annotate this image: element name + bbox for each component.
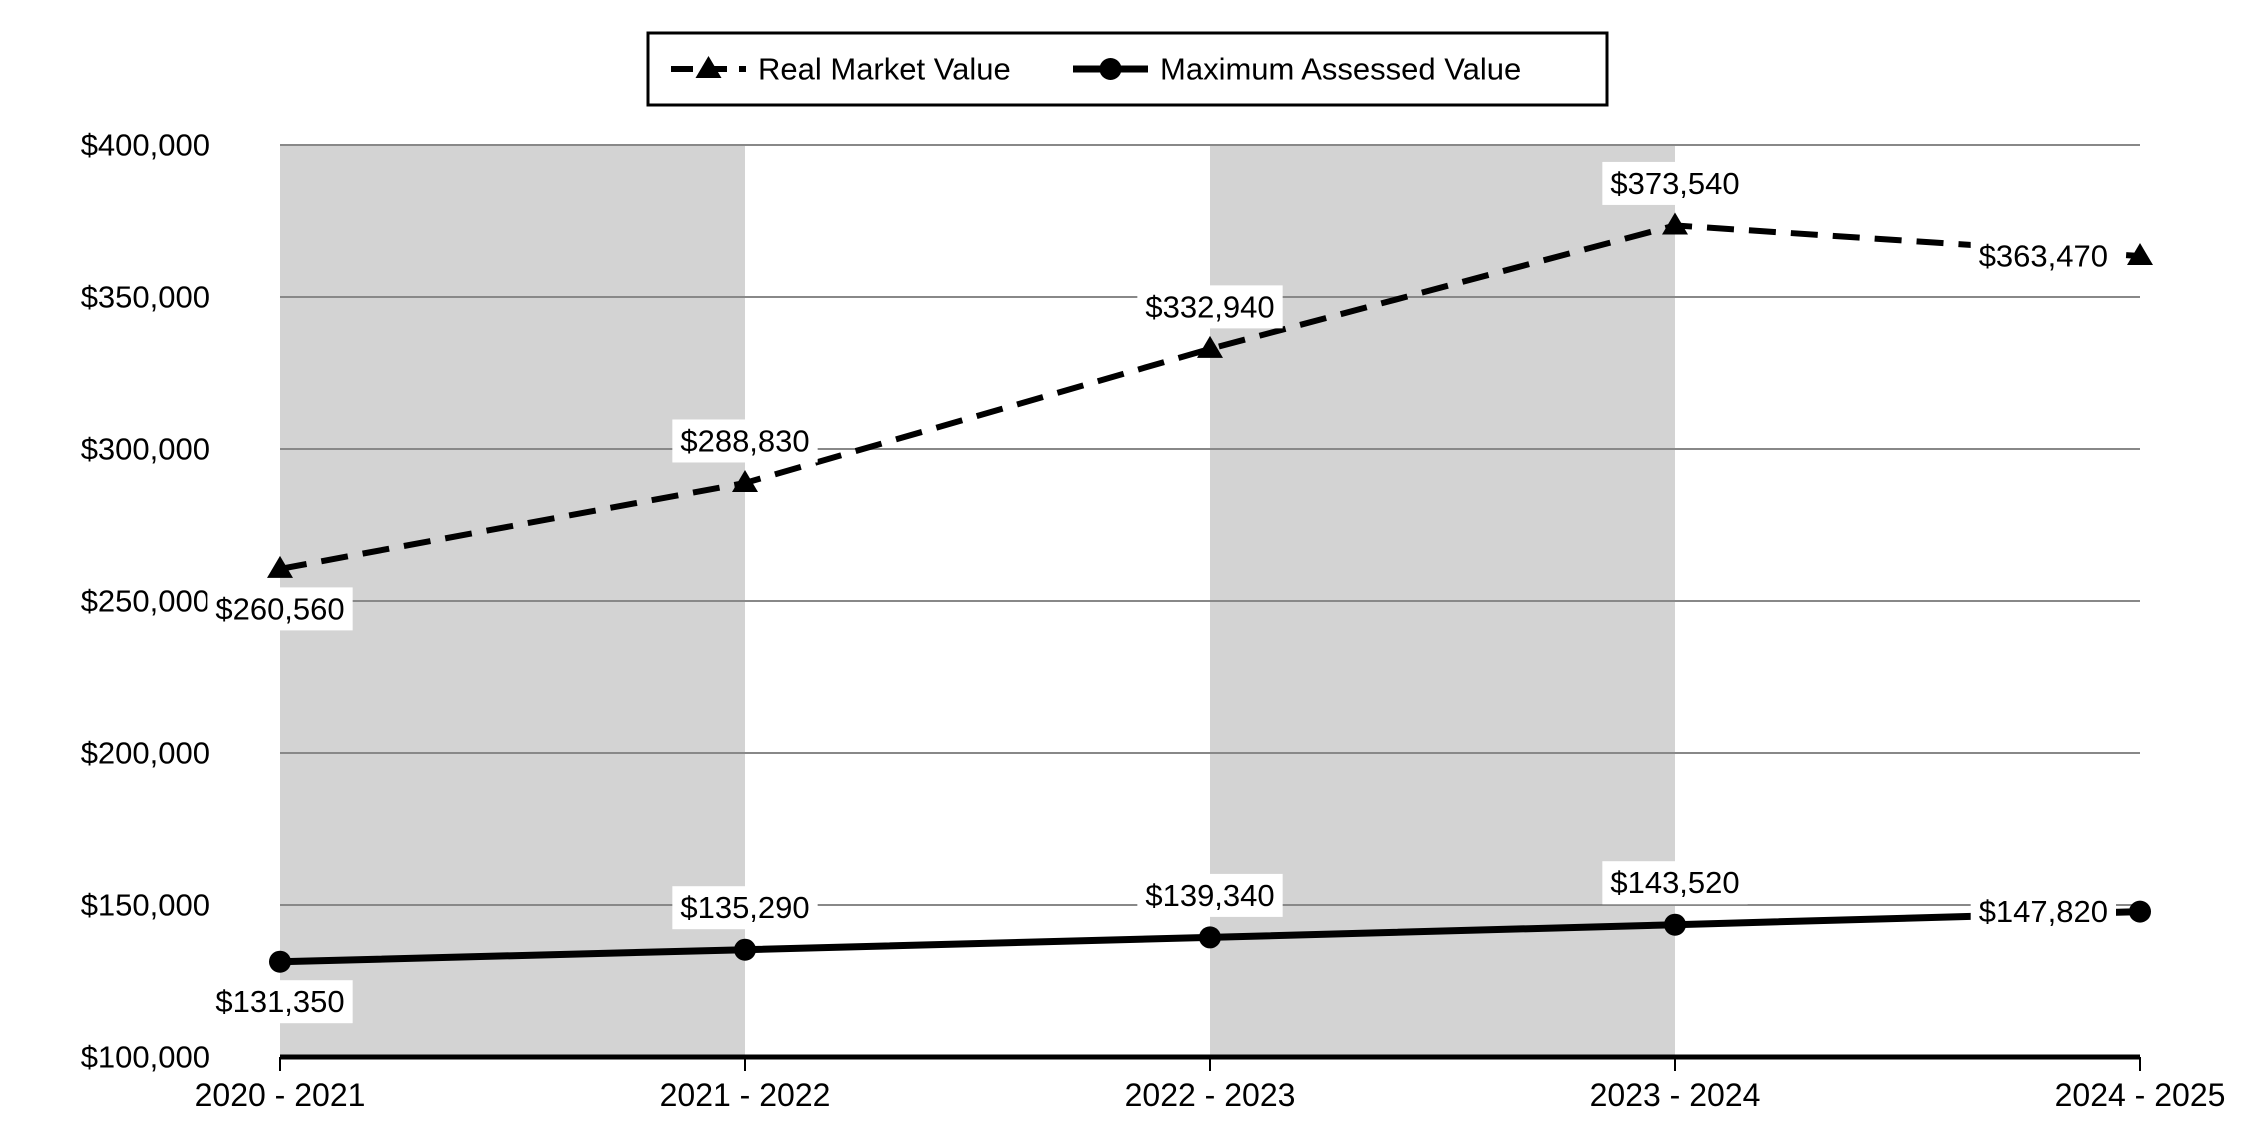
data-point-marker <box>267 555 293 578</box>
data-point-label-background <box>1137 873 1283 917</box>
data-point-label: $260,560 <box>215 591 344 626</box>
x-axis-tick-label: 2022 - 2023 <box>1125 1077 1296 1113</box>
data-point-label: $135,290 <box>680 890 809 925</box>
y-axis-tick-label: $350,000 <box>81 280 210 315</box>
data-point-marker <box>732 469 758 492</box>
legend-label: Real Market Value <box>758 52 1011 87</box>
data-point-label: $332,940 <box>1145 289 1274 324</box>
data-point-label: $363,470 <box>1979 239 2108 274</box>
data-point-label-background <box>1602 161 1748 205</box>
data-point-marker <box>1199 926 1221 949</box>
data-point-marker <box>2127 243 2153 266</box>
data-point-marker <box>734 938 756 961</box>
data-point-marker <box>1197 335 1223 358</box>
y-axis-tick-label: $100,000 <box>81 1040 210 1075</box>
legend-triangle-marker-icon <box>695 56 722 78</box>
data-point-label: $131,350 <box>215 984 344 1019</box>
data-point-label: $288,830 <box>680 423 809 458</box>
data-point-label-background <box>672 886 818 930</box>
x-axis-tick-label: 2020 - 2021 <box>195 1077 366 1113</box>
data-point-marker <box>1664 913 1686 936</box>
y-axis-tick-label: $400,000 <box>81 128 210 163</box>
data-point-label: $373,540 <box>1610 166 1739 201</box>
y-axis-tick-label: $300,000 <box>81 432 210 467</box>
data-point-marker <box>2129 900 2151 923</box>
legend-circle-marker-icon <box>1099 58 1122 80</box>
data-point-label-background <box>1970 234 2116 278</box>
y-axis-tick-label: $200,000 <box>81 736 210 771</box>
data-point-label: $143,520 <box>1610 865 1739 900</box>
data-point-label: $147,820 <box>1979 894 2108 929</box>
data-point-label-background <box>672 419 818 463</box>
series-line-real-market-value <box>279 222 2141 572</box>
x-axis-tick-label: 2021 - 2022 <box>660 1077 831 1113</box>
x-axis-tick-label: 2023 - 2024 <box>1590 1077 1761 1113</box>
legend-label: Maximum Assessed Value <box>1160 52 1521 87</box>
x-axis-tick-label: 2024 - 2025 <box>2055 1077 2226 1113</box>
data-point-marker <box>269 950 291 973</box>
data-point-label-background <box>1137 285 1283 329</box>
data-point-label-background <box>1602 861 1748 905</box>
y-axis-tick-label: $150,000 <box>81 888 210 923</box>
data-point-label-background <box>1970 890 2116 934</box>
data-point-label-background <box>207 980 353 1024</box>
data-point-label-background <box>207 587 353 631</box>
y-axis-tick-label: $250,000 <box>81 584 210 619</box>
data-point-label: $139,340 <box>1145 878 1274 913</box>
data-point-marker <box>1662 212 1688 235</box>
